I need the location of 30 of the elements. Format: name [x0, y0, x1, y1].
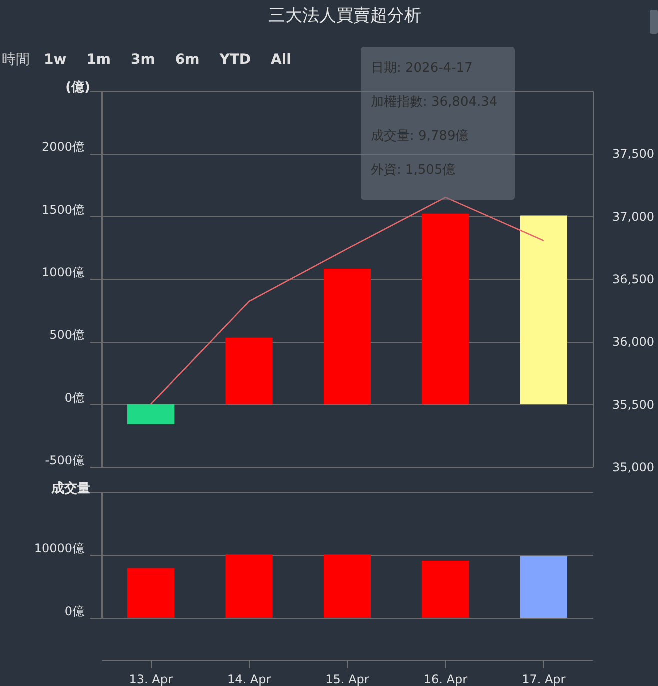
x-tick-label: 14. Apr [227, 672, 272, 686]
x-tick-label: 15. Apr [326, 672, 370, 686]
text: YTD [220, 52, 252, 68]
text: 1w [44, 52, 67, 68]
y-axis-title: 成交量 [50, 480, 90, 496]
y-tick-label: -500億 [45, 454, 84, 468]
y-tick-label: 10000億 [34, 542, 84, 556]
text: 時間 [2, 51, 30, 69]
y2-tick-label: 35,500 [612, 398, 654, 412]
y-tick-label: 1500億 [42, 202, 84, 217]
y2-tick-label: 37,000 [612, 210, 654, 224]
y-tick-label: 0億 [64, 390, 84, 405]
y2-tick-label: 35,000 [612, 460, 654, 474]
y-tick-label: 2000億 [42, 140, 84, 154]
x-tick-label: 13. Apr [129, 672, 173, 686]
x-tick-label: 16. Apr [424, 672, 468, 686]
y2-tick-label: 36,500 [612, 272, 654, 286]
text: 3m [131, 52, 156, 68]
line-series [150, 196, 545, 405]
y2-tick-label: 37,500 [612, 147, 654, 162]
y2-tick-label: 36,000 [612, 335, 654, 350]
y-tick-label: 1000億 [42, 266, 84, 280]
text: 6m [175, 52, 200, 68]
y-tick-label: 500億 [50, 328, 84, 342]
y-tick-label: 0億 [64, 604, 84, 618]
text: All [271, 52, 292, 68]
y-axis-title: (億) [66, 80, 90, 96]
x-tick-label: 17. Apr [522, 672, 566, 686]
chart-title: 三大法人買賣超分析 [268, 5, 422, 27]
text: 1m [86, 52, 112, 68]
